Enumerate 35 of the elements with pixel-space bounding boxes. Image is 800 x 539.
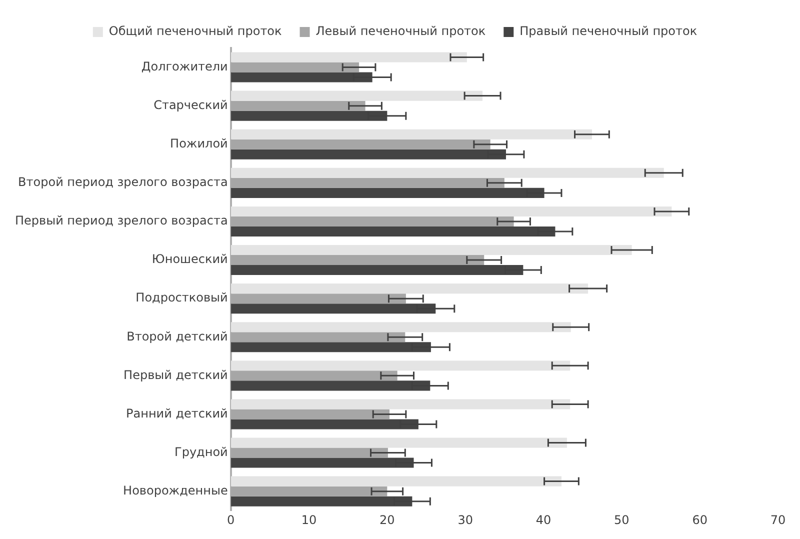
y-tick-label: Первый детский — [124, 368, 228, 382]
y-tick-label: Грудной — [174, 444, 228, 459]
y-tick-label: Юношеский — [152, 252, 228, 266]
x-tick-label: 20 — [380, 512, 395, 527]
x-tick-label: 0 — [227, 512, 235, 527]
bar — [230, 168, 664, 178]
x-tick-label: 10 — [301, 512, 317, 527]
y-tick-label: Второй детский — [126, 329, 228, 344]
bar — [230, 52, 467, 62]
bar — [230, 90, 483, 101]
x-tick-label: 40 — [536, 512, 552, 527]
y-tick-label: Старческий — [154, 98, 228, 112]
x-tick-label: 70 — [770, 512, 786, 527]
bar — [230, 206, 672, 216]
y-tick-label: Подростковый — [136, 290, 228, 305]
bar — [230, 284, 588, 294]
bar — [230, 244, 632, 256]
y-tick-label: Пожилой — [170, 136, 228, 150]
legend-label: Общий печеночный проток — [108, 24, 282, 38]
y-tick-label: Первый период зрелого возраста — [15, 214, 228, 228]
x-tick-label: 60 — [692, 512, 708, 527]
x-tick-label: 50 — [614, 512, 630, 527]
legend-label: Правый печеночный проток — [520, 24, 698, 38]
x-tick-label: 30 — [458, 512, 473, 527]
bar — [230, 476, 562, 486]
bar — [230, 322, 571, 332]
bar — [230, 438, 567, 448]
legend-label: Левый печеночный проток — [316, 24, 486, 38]
y-tick-label: Второй период зрелого возраста — [18, 175, 228, 190]
bar — [230, 360, 570, 371]
bar — [230, 129, 592, 140]
bar — [230, 399, 570, 410]
y-tick-label: Ранний детский — [126, 406, 228, 420]
y-tick-label: Новорожденные — [123, 483, 228, 498]
y-tick-label: Долгожители — [141, 59, 228, 74]
